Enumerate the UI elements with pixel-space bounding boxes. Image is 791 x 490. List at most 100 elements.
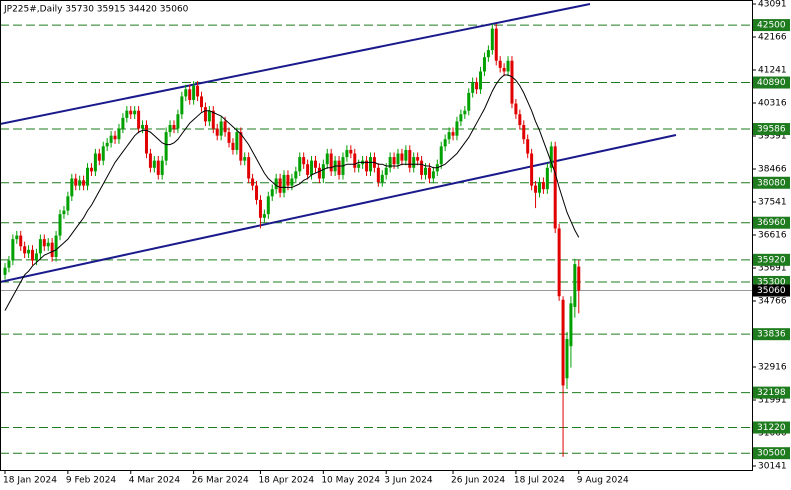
- candle-body: [565, 339, 569, 379]
- candle-body: [282, 174, 286, 193]
- candle-body: [109, 135, 113, 143]
- candle-body: [506, 60, 510, 72]
- candle-body: [557, 228, 561, 297]
- candle-body: [125, 110, 129, 118]
- candle-body: [439, 146, 443, 165]
- candle-body: [82, 180, 86, 186]
- y-tick-label: 40316: [758, 98, 787, 108]
- candle-body: [431, 171, 435, 179]
- candle-body: [545, 167, 549, 190]
- y-tick-label: 36616: [758, 231, 787, 241]
- x-tick-label: 18 Jan 2024: [3, 476, 57, 486]
- x-tick-label: 26 Jun 2024: [451, 476, 505, 486]
- candle-body: [475, 82, 479, 90]
- candle-body: [86, 167, 90, 186]
- y-tick-label: 42166: [758, 32, 787, 42]
- candle-body: [239, 132, 243, 161]
- candle-body: [345, 149, 349, 158]
- candle-body: [471, 82, 475, 93]
- candle-body: [121, 117, 125, 129]
- candle-body: [463, 110, 467, 115]
- candle-body: [258, 199, 262, 218]
- y-tick-label: 32916: [758, 363, 787, 373]
- candle-body: [522, 124, 526, 140]
- candle-body: [321, 164, 325, 179]
- candle-body: [290, 178, 294, 186]
- candle-body: [467, 92, 471, 111]
- candles: [3, 24, 581, 457]
- candle-body: [349, 149, 353, 154]
- candle-body: [443, 139, 447, 147]
- candle-body: [188, 89, 192, 101]
- x-tick-label: 4 Mar 2024: [129, 476, 181, 486]
- level-label: 32198: [757, 388, 786, 398]
- candle-body: [412, 157, 416, 168]
- candle-body: [365, 160, 369, 172]
- candle-body: [70, 178, 74, 197]
- candle-body: [31, 249, 35, 261]
- candle-body: [376, 167, 380, 183]
- level-label: 35920: [757, 255, 786, 265]
- candle-body: [101, 146, 105, 161]
- candle-body: [274, 178, 278, 190]
- level-label: 33836: [757, 330, 786, 340]
- moving-average: [4, 74, 580, 311]
- y-tick-label: 41241: [758, 65, 787, 75]
- candle-body: [219, 121, 223, 136]
- levels: [0, 24, 752, 454]
- level-box: [753, 19, 790, 32]
- candle-body: [176, 114, 180, 129]
- candle-body: [353, 153, 357, 168]
- x-tick-label: 9 Feb 2024: [66, 476, 117, 486]
- candle-body: [490, 28, 494, 51]
- trend-line: [0, 3, 591, 125]
- axes: 43091 42166 41241 40316 39391 38466 37541 36616…: [3, 0, 790, 486]
- candle-body: [380, 174, 384, 183]
- level-label: 38080: [757, 178, 786, 188]
- x-tick-label: 26 Mar 2024: [192, 476, 249, 486]
- candle-body: [317, 167, 321, 179]
- candle-body: [207, 110, 211, 122]
- x-tick-label: 10 May 2024: [321, 476, 380, 486]
- level-label: 36960: [757, 218, 786, 228]
- candle-body: [227, 132, 231, 143]
- candle-body: [420, 160, 424, 175]
- trend-line: [0, 134, 677, 283]
- candle-body: [514, 103, 518, 115]
- candle-body: [302, 157, 306, 165]
- candle-body: [144, 124, 148, 154]
- candle-body: [408, 149, 412, 168]
- candle-body: [129, 110, 133, 115]
- candle-body: [93, 153, 97, 172]
- candle-body: [262, 214, 266, 218]
- candle-body: [392, 157, 396, 165]
- level-label: 39586: [757, 125, 786, 135]
- candle-body: [416, 157, 420, 161]
- candle-body: [577, 266, 581, 291]
- candle-body: [38, 239, 42, 254]
- level-box: [753, 253, 790, 266]
- candle-body: [27, 249, 31, 254]
- level-box: [753, 216, 790, 229]
- candle-body: [172, 124, 176, 129]
- candle-body: [455, 121, 459, 136]
- level-label: 40890: [757, 78, 786, 88]
- y-tick-label: 39391: [758, 131, 787, 141]
- candle-body: [7, 260, 11, 268]
- candle-body: [447, 132, 451, 140]
- candle-body: [203, 107, 207, 122]
- candle-body: [270, 189, 274, 197]
- candle-body: [530, 153, 534, 186]
- candle-body: [235, 132, 239, 150]
- candle-body: [534, 185, 538, 193]
- level-box: [753, 386, 790, 399]
- level-box: [753, 76, 790, 89]
- level-box: [753, 123, 790, 136]
- candle-body: [196, 85, 200, 97]
- candle-body: [160, 160, 164, 175]
- candle-body: [573, 264, 577, 307]
- candle-body: [23, 246, 27, 254]
